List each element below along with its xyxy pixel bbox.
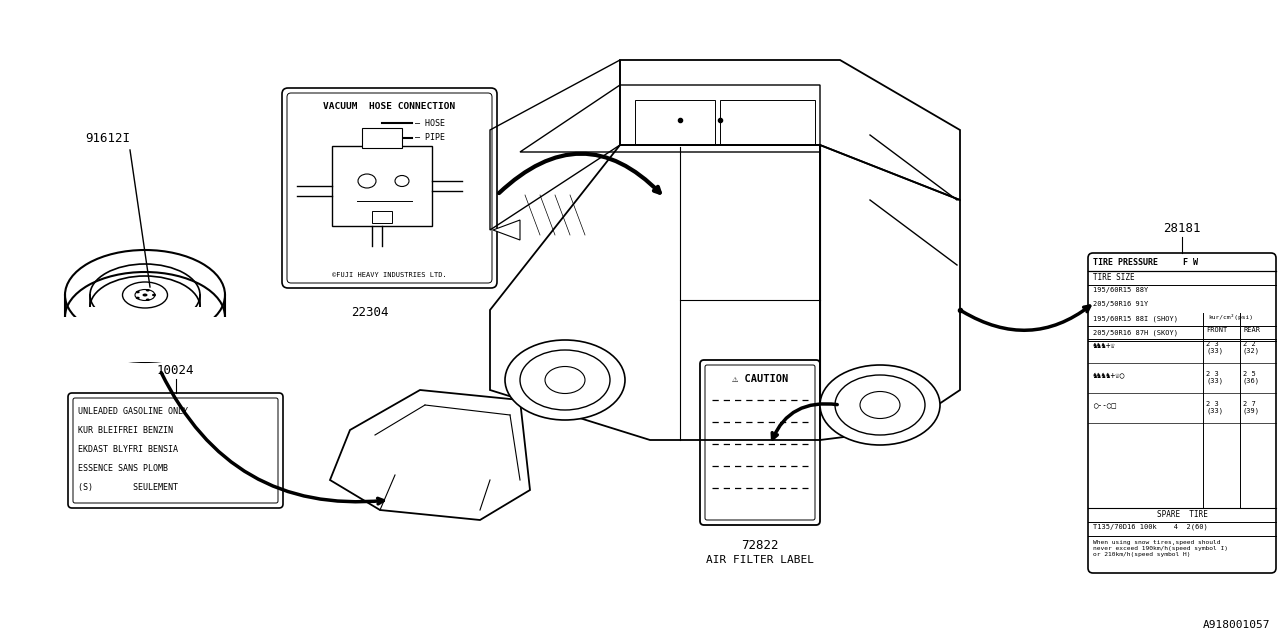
FancyBboxPatch shape bbox=[282, 88, 497, 288]
Text: 2 5
(36): 2 5 (36) bbox=[1243, 371, 1260, 385]
Bar bbox=[332, 146, 433, 226]
Ellipse shape bbox=[146, 289, 150, 291]
Text: 195/60R15 88I (SHOY): 195/60R15 88I (SHOY) bbox=[1093, 315, 1178, 321]
Text: ♞♞♞♞+♕◯: ♞♞♞♞+♕◯ bbox=[1093, 371, 1125, 380]
Polygon shape bbox=[493, 220, 520, 240]
Text: FRONT: FRONT bbox=[1206, 327, 1228, 333]
Text: 28181: 28181 bbox=[1164, 222, 1201, 235]
Text: 2 3
(33): 2 3 (33) bbox=[1206, 341, 1222, 355]
Text: EKDAST BLYFRI BENSIA: EKDAST BLYFRI BENSIA bbox=[78, 445, 178, 454]
Text: UNLEADED GASOLINE ONLY: UNLEADED GASOLINE ONLY bbox=[78, 407, 188, 416]
Text: TIRE SIZE: TIRE SIZE bbox=[1093, 273, 1134, 282]
Text: VACUUM  HOSE CONNECTION: VACUUM HOSE CONNECTION bbox=[324, 102, 456, 111]
Text: TIRE PRESSURE     F W: TIRE PRESSURE F W bbox=[1093, 258, 1198, 267]
Text: ⚠ CAUTION: ⚠ CAUTION bbox=[732, 374, 788, 384]
Text: SPARE  TIRE: SPARE TIRE bbox=[1157, 510, 1207, 519]
Text: ESSENCE SANS PLOMB: ESSENCE SANS PLOMB bbox=[78, 464, 168, 473]
Ellipse shape bbox=[123, 282, 168, 308]
Text: 195/60R15 88Y: 195/60R15 88Y bbox=[1093, 287, 1148, 293]
Text: — HOSE: — HOSE bbox=[415, 118, 445, 127]
Text: A918001057: A918001057 bbox=[1202, 620, 1270, 630]
Text: 2 2
(32): 2 2 (32) bbox=[1243, 341, 1260, 355]
Ellipse shape bbox=[142, 294, 147, 296]
Ellipse shape bbox=[506, 340, 625, 420]
Ellipse shape bbox=[136, 291, 140, 293]
Text: KUR BLEIFREI BENZIN: KUR BLEIFREI BENZIN bbox=[78, 426, 173, 435]
FancyBboxPatch shape bbox=[705, 365, 815, 520]
Text: (S)        SEULEMENT: (S) SEULEMENT bbox=[78, 483, 178, 492]
FancyBboxPatch shape bbox=[1088, 253, 1276, 573]
Text: 2 3
(33): 2 3 (33) bbox=[1206, 401, 1222, 415]
Ellipse shape bbox=[820, 365, 940, 445]
Text: kur/cm²(psi): kur/cm²(psi) bbox=[1208, 314, 1253, 320]
Text: REAR: REAR bbox=[1243, 327, 1260, 333]
Text: 22304: 22304 bbox=[351, 306, 388, 319]
Text: AIR FILTER LABEL: AIR FILTER LABEL bbox=[707, 555, 814, 565]
Ellipse shape bbox=[146, 298, 150, 301]
FancyBboxPatch shape bbox=[287, 93, 492, 283]
Text: 10024: 10024 bbox=[156, 364, 195, 377]
Ellipse shape bbox=[152, 294, 156, 296]
Text: 72822: 72822 bbox=[741, 539, 778, 552]
FancyBboxPatch shape bbox=[700, 360, 820, 525]
Text: 2 3
(33): 2 3 (33) bbox=[1206, 371, 1222, 385]
Text: ♞♞♞+♕: ♞♞♞+♕ bbox=[1093, 341, 1116, 350]
Text: When using snow tires,speed should
never exceed 190km/h(speed symbol I)
or 210km: When using snow tires,speed should never… bbox=[1093, 540, 1228, 557]
Text: T135/70D16 100k    4  2(60): T135/70D16 100k 4 2(60) bbox=[1093, 524, 1208, 531]
Bar bbox=[719, 100, 815, 145]
Ellipse shape bbox=[136, 297, 140, 299]
Text: 91612I: 91612I bbox=[84, 132, 131, 145]
FancyBboxPatch shape bbox=[73, 398, 278, 503]
Text: — PIPE: — PIPE bbox=[415, 134, 445, 143]
FancyBboxPatch shape bbox=[68, 393, 283, 508]
Text: 205/50R16 87H (SKOY): 205/50R16 87H (SKOY) bbox=[1093, 329, 1178, 335]
Text: ©FUJI HEAVY INDUSTRIES LTD.: ©FUJI HEAVY INDUSTRIES LTD. bbox=[332, 272, 447, 278]
Bar bbox=[362, 128, 402, 148]
Bar bbox=[635, 100, 716, 145]
Text: 205/50R16 91Y: 205/50R16 91Y bbox=[1093, 301, 1148, 307]
Bar bbox=[372, 211, 392, 223]
Text: ◯--◯□: ◯--◯□ bbox=[1093, 401, 1116, 410]
Bar bbox=[60, 317, 230, 362]
Text: 2 7
(39): 2 7 (39) bbox=[1243, 401, 1260, 415]
Bar bbox=[90, 307, 201, 339]
